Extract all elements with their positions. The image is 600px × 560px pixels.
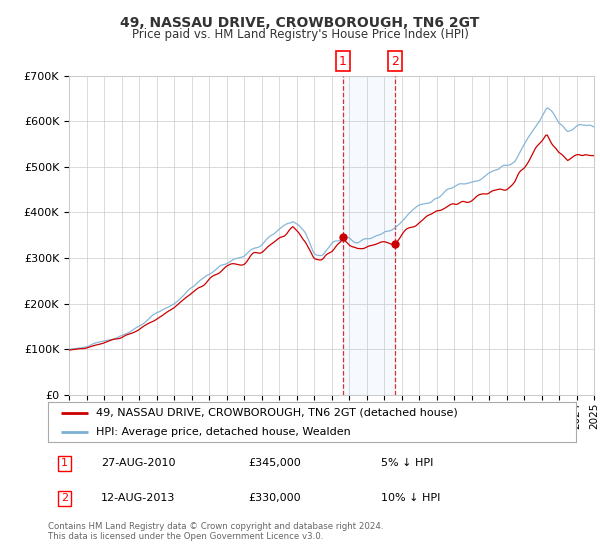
Text: 2: 2 — [391, 55, 399, 68]
Text: 49, NASSAU DRIVE, CROWBOROUGH, TN6 2GT: 49, NASSAU DRIVE, CROWBOROUGH, TN6 2GT — [121, 16, 479, 30]
Text: 49, NASSAU DRIVE, CROWBOROUGH, TN6 2GT (detached house): 49, NASSAU DRIVE, CROWBOROUGH, TN6 2GT (… — [95, 408, 457, 418]
Text: 1: 1 — [339, 55, 347, 68]
Text: £345,000: £345,000 — [248, 459, 301, 468]
Text: 12-AUG-2013: 12-AUG-2013 — [101, 493, 175, 503]
Text: 27-AUG-2010: 27-AUG-2010 — [101, 459, 175, 468]
Text: HPI: Average price, detached house, Wealden: HPI: Average price, detached house, Weal… — [95, 427, 350, 437]
Text: 10% ↓ HPI: 10% ↓ HPI — [380, 493, 440, 503]
Text: £330,000: £330,000 — [248, 493, 301, 503]
Text: 5% ↓ HPI: 5% ↓ HPI — [380, 459, 433, 468]
Text: 1: 1 — [61, 459, 68, 468]
Text: Price paid vs. HM Land Registry's House Price Index (HPI): Price paid vs. HM Land Registry's House … — [131, 28, 469, 41]
Text: 2: 2 — [61, 493, 68, 503]
Text: Contains HM Land Registry data © Crown copyright and database right 2024.
This d: Contains HM Land Registry data © Crown c… — [48, 522, 383, 542]
Bar — [343, 76, 395, 395]
